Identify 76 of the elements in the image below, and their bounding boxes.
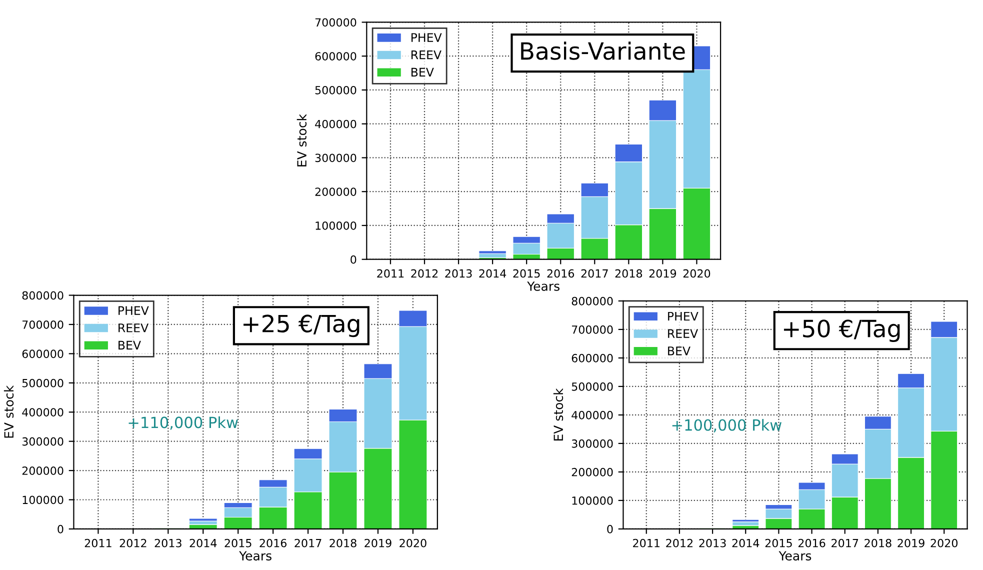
y-tick-label: 100000 — [316, 221, 356, 230]
x-tick-label: 2017 — [581, 269, 608, 278]
annotation: +25 €/Tag — [244, 314, 360, 338]
y-tick-label: 0 — [58, 524, 64, 534]
legend-label: BEV — [118, 340, 141, 350]
y-tick-label: 700000 — [315, 18, 356, 27]
x-tick-label: 2019 — [364, 538, 392, 548]
y-tick-label: 200000 — [315, 188, 356, 196]
x-tick-label: 2013 — [445, 269, 472, 278]
y-tick-label: 800000 — [572, 296, 613, 306]
x-tick-label: 2012 — [120, 538, 146, 548]
y-tick-label: 500000 — [22, 378, 64, 388]
y-tick-label: 100000 — [572, 496, 613, 505]
x-tick-label: 2020 — [930, 538, 958, 548]
legend-label: PHEV — [668, 312, 698, 321]
y-tick-label: 800000 — [22, 291, 64, 300]
x-tick-label: 2012 — [411, 269, 438, 278]
y-tick-label: 500000 — [572, 382, 613, 391]
x-axis-title: Years — [527, 282, 560, 291]
y-tick-label: 500000 — [315, 86, 356, 94]
legend-label: REEV — [668, 329, 698, 338]
x-tick-label: 2019 — [649, 269, 676, 278]
annotation: Basis-Variante — [521, 42, 685, 60]
y-tick-label: 0 — [607, 524, 613, 534]
y-tick-label: 700000 — [22, 320, 64, 329]
x-tick-label: 2017 — [832, 538, 858, 548]
x-tick-label: 2018 — [330, 538, 356, 548]
y-tick-label: 200000 — [22, 466, 64, 475]
x-tick-label: 2018 — [864, 538, 892, 548]
x-tick-label: 2020 — [683, 269, 710, 278]
x-tick-label: 2015 — [513, 269, 540, 278]
annotation: +50 €/Tag — [784, 320, 900, 342]
y-axis-title: EV stock — [296, 114, 307, 166]
y-tick-label: 300000 — [315, 154, 356, 162]
legend-label: BEV — [412, 68, 434, 76]
x-tick-label: 2014 — [190, 538, 217, 548]
x-tick-label: 2015 — [224, 538, 252, 548]
x-tick-label: 2012 — [666, 538, 692, 548]
y-tick-label: 400000 — [22, 408, 64, 416]
legend-label: REEV — [412, 50, 442, 60]
x-tick-label: 2014 — [479, 269, 506, 278]
x-tick-label: 2013 — [699, 538, 726, 548]
legend-label: PHEV — [118, 306, 149, 315]
x-tick-label: 2016 — [547, 269, 574, 278]
y-tick-label: 400000 — [572, 410, 613, 420]
y-tick-label: 600000 — [315, 52, 356, 60]
x-tick-label: 2011 — [377, 269, 404, 278]
y-tick-label: 300000 — [572, 439, 613, 448]
x-axis-title: Years — [239, 551, 272, 560]
x-tick-label: 2018 — [615, 269, 642, 278]
y-tick-label: 400000 — [315, 120, 356, 128]
annotation: +110,000 Pkw — [128, 416, 238, 430]
x-tick-label: 2016 — [798, 538, 826, 548]
x-tick-label: 2013 — [154, 538, 182, 548]
y-axis-title: EV stock — [4, 385, 14, 438]
x-tick-label: 2011 — [633, 538, 660, 548]
y-tick-label: 0 — [350, 255, 356, 264]
y-axis-title: EV stock — [553, 388, 564, 441]
y-tick-label: 100000 — [22, 496, 64, 504]
x-axis-title: Years — [778, 551, 812, 560]
y-tick-label: 600000 — [572, 354, 613, 362]
legend-label: REEV — [118, 324, 149, 332]
y-tick-label: 700000 — [572, 325, 613, 334]
x-tick-label: 2015 — [765, 538, 792, 548]
annotation: +100,000 Pkw — [672, 418, 782, 432]
x-tick-label: 2014 — [732, 538, 760, 548]
x-tick-label: 2019 — [898, 538, 924, 548]
x-tick-label: 2016 — [260, 538, 287, 548]
legend-label: BEV — [668, 346, 690, 356]
y-tick-label: 600000 — [22, 350, 64, 358]
x-tick-label: 2017 — [294, 538, 322, 548]
y-tick-label: 300000 — [22, 437, 64, 446]
x-tick-label: 2020 — [400, 538, 426, 548]
x-tick-label: 2011 — [84, 538, 112, 548]
legend-label: PHEV — [412, 33, 442, 42]
y-tick-label: 200000 — [572, 468, 613, 476]
